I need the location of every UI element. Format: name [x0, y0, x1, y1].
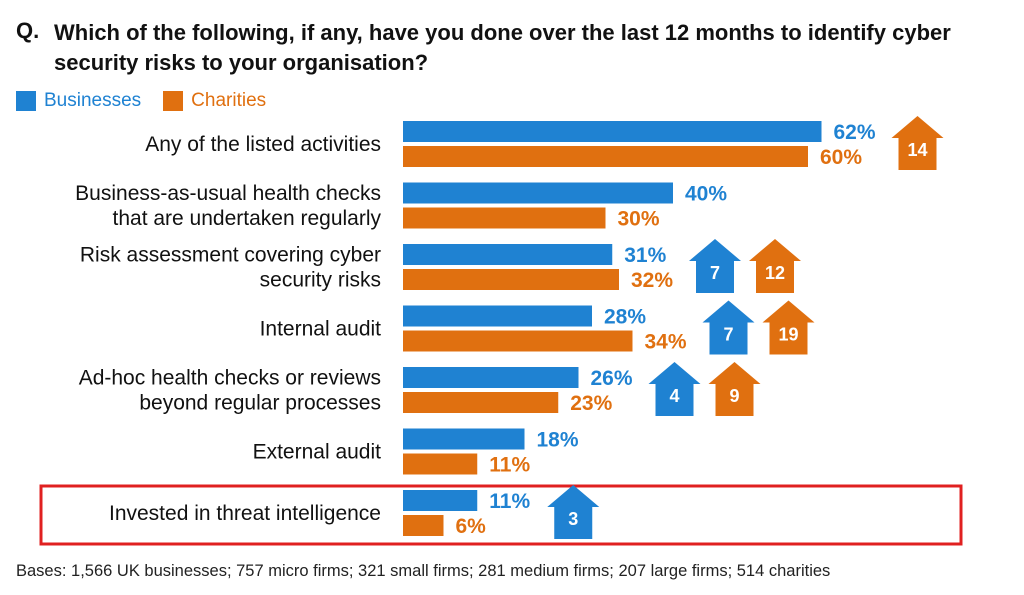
change-arrow-label: 7	[710, 263, 720, 283]
legend: Businesses Charities	[16, 89, 288, 113]
bar-charities	[403, 515, 444, 536]
data-label-charities: 6%	[456, 515, 487, 538]
change-arrow-label: 19	[778, 325, 798, 345]
legend-item-businesses: Businesses	[16, 90, 141, 112]
data-label-charities: 30%	[618, 208, 660, 231]
bar-charities	[403, 269, 619, 290]
bar-businesses	[403, 182, 673, 204]
bar-businesses	[403, 121, 822, 142]
change-arrow-label: 14	[907, 140, 927, 160]
bar-businesses	[403, 244, 613, 265]
change-arrow-label: 7	[723, 325, 733, 345]
category-label: Business-as-usual health checks that are …	[75, 182, 381, 230]
legend-item-charities: Charities	[163, 90, 266, 112]
data-label-businesses: 40%	[685, 183, 727, 206]
data-label-charities: 34%	[645, 331, 687, 354]
change-arrow-businesses	[547, 485, 600, 539]
legend-label-charities: Charities	[191, 90, 267, 111]
bar-charities	[403, 207, 606, 229]
change-arrow-businesses	[702, 300, 755, 355]
question-title: Which of the following, if any, have you…	[54, 20, 951, 75]
change-arrow-charities	[762, 300, 815, 355]
category-label: External audit	[253, 441, 382, 464]
category-label: Invested in threat intelligence	[109, 502, 381, 525]
data-label-charities: 60%	[820, 146, 862, 169]
legend-label-businesses: Businesses	[44, 90, 142, 111]
bar-charities	[403, 330, 633, 352]
change-arrow-charities	[708, 362, 761, 416]
category-label: Internal audit	[260, 318, 382, 341]
data-label-businesses: 62%	[834, 121, 876, 144]
bar-businesses	[403, 305, 592, 327]
change-arrow-label: 9	[729, 386, 739, 406]
change-arrow-charities	[891, 116, 944, 170]
change-arrow-label: 3	[568, 509, 578, 529]
data-label-businesses: 18%	[537, 429, 579, 452]
change-arrow-charities	[749, 239, 801, 293]
question-prefix: Q.	[16, 18, 40, 43]
bar-charities	[403, 392, 559, 413]
change-arrow-label: 4	[669, 386, 679, 406]
bar-charities	[403, 453, 478, 475]
bar-businesses	[403, 490, 478, 511]
change-arrow-businesses	[648, 362, 701, 416]
change-arrow-businesses	[689, 239, 741, 293]
data-label-charities: 23%	[570, 392, 612, 415]
highlight-box	[39, 484, 963, 546]
footnote: Bases: 1,566 UK businesses; 757 micro fi…	[16, 562, 831, 580]
data-label-businesses: 11%	[489, 490, 530, 513]
data-label-businesses: 31%	[624, 244, 666, 267]
category-label: Ad-hoc health checks or reviews beyond re…	[79, 367, 381, 415]
bar-charities	[403, 146, 808, 167]
bar-chart: Any of the listed activities 62%60% Busine…	[39, 116, 963, 546]
data-label-businesses: 26%	[591, 367, 633, 390]
data-label-charities: 32%	[631, 269, 673, 292]
data-label-charities: 11%	[489, 454, 530, 477]
legend-swatch-charities	[163, 91, 184, 111]
data-label-businesses: 28%	[604, 306, 646, 329]
category-label: Any of the listed activities	[145, 133, 381, 156]
change-arrow-label: 12	[765, 263, 785, 283]
category-label: Risk assessment covering cyber security r…	[80, 244, 381, 292]
bar-businesses	[403, 428, 525, 450]
bar-businesses	[403, 367, 579, 388]
legend-swatch-businesses	[16, 91, 36, 111]
